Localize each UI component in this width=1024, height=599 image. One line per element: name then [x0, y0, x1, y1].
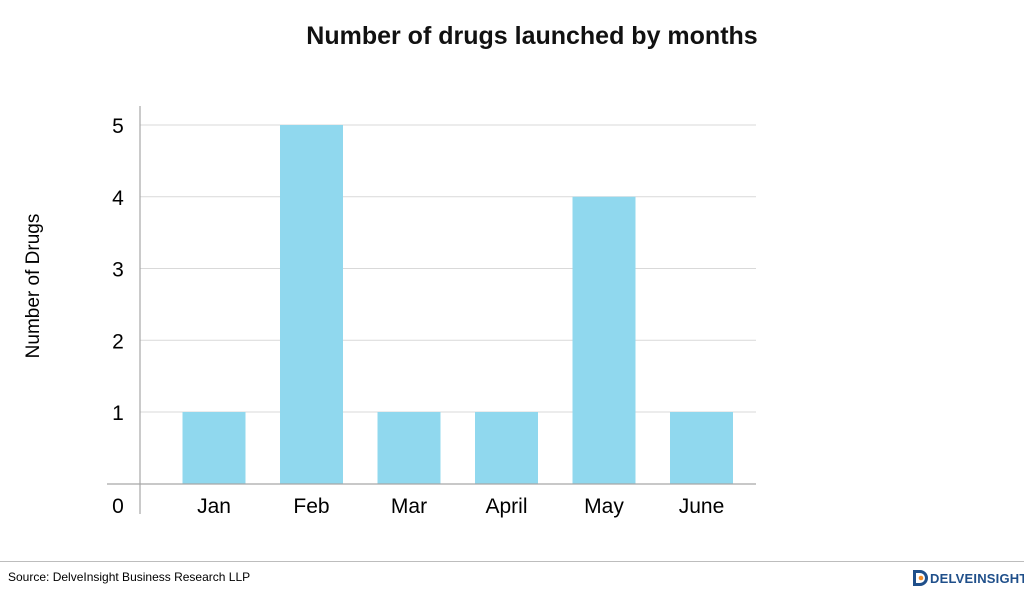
tick-labels: 1 2 3 4 5 0 Jan Feb Mar April May June	[112, 115, 724, 518]
logo-text: DELVEINSIGHT	[930, 570, 1024, 586]
x-tick-label: Jan	[197, 495, 231, 518]
chart-title: Number of drugs launched by months	[306, 22, 758, 50]
gridlines	[140, 124, 756, 413]
y-tick-label: 5	[112, 115, 124, 138]
delveinsight-logo: DELVEINSIGHT	[912, 567, 1024, 589]
bar	[670, 412, 733, 484]
logo-mark-icon	[913, 570, 928, 586]
bar	[572, 196, 636, 484]
y-tick-label: 3	[112, 259, 124, 282]
y-tick-label: 4	[112, 187, 124, 210]
y-tick-label: 0	[112, 495, 124, 518]
y-tick-label: 1	[112, 402, 124, 425]
bars	[182, 125, 733, 484]
bar-chart: 1 2 3 4 5 0 Jan Feb Mar April May June	[107, 106, 756, 518]
x-tick-label: June	[679, 495, 725, 518]
x-tick-label: Feb	[293, 495, 329, 518]
x-tick-label: April	[485, 495, 527, 518]
footer-divider	[0, 561, 1024, 562]
axes	[107, 106, 756, 514]
bar	[280, 125, 343, 484]
x-tick-label: May	[584, 495, 624, 518]
x-tick-label: Mar	[391, 495, 427, 518]
bar	[182, 412, 246, 484]
bar	[377, 412, 441, 484]
bar	[475, 412, 538, 484]
source-note: Source: DelveInsight Business Research L…	[8, 570, 251, 584]
y-tick-label: 2	[112, 330, 124, 353]
